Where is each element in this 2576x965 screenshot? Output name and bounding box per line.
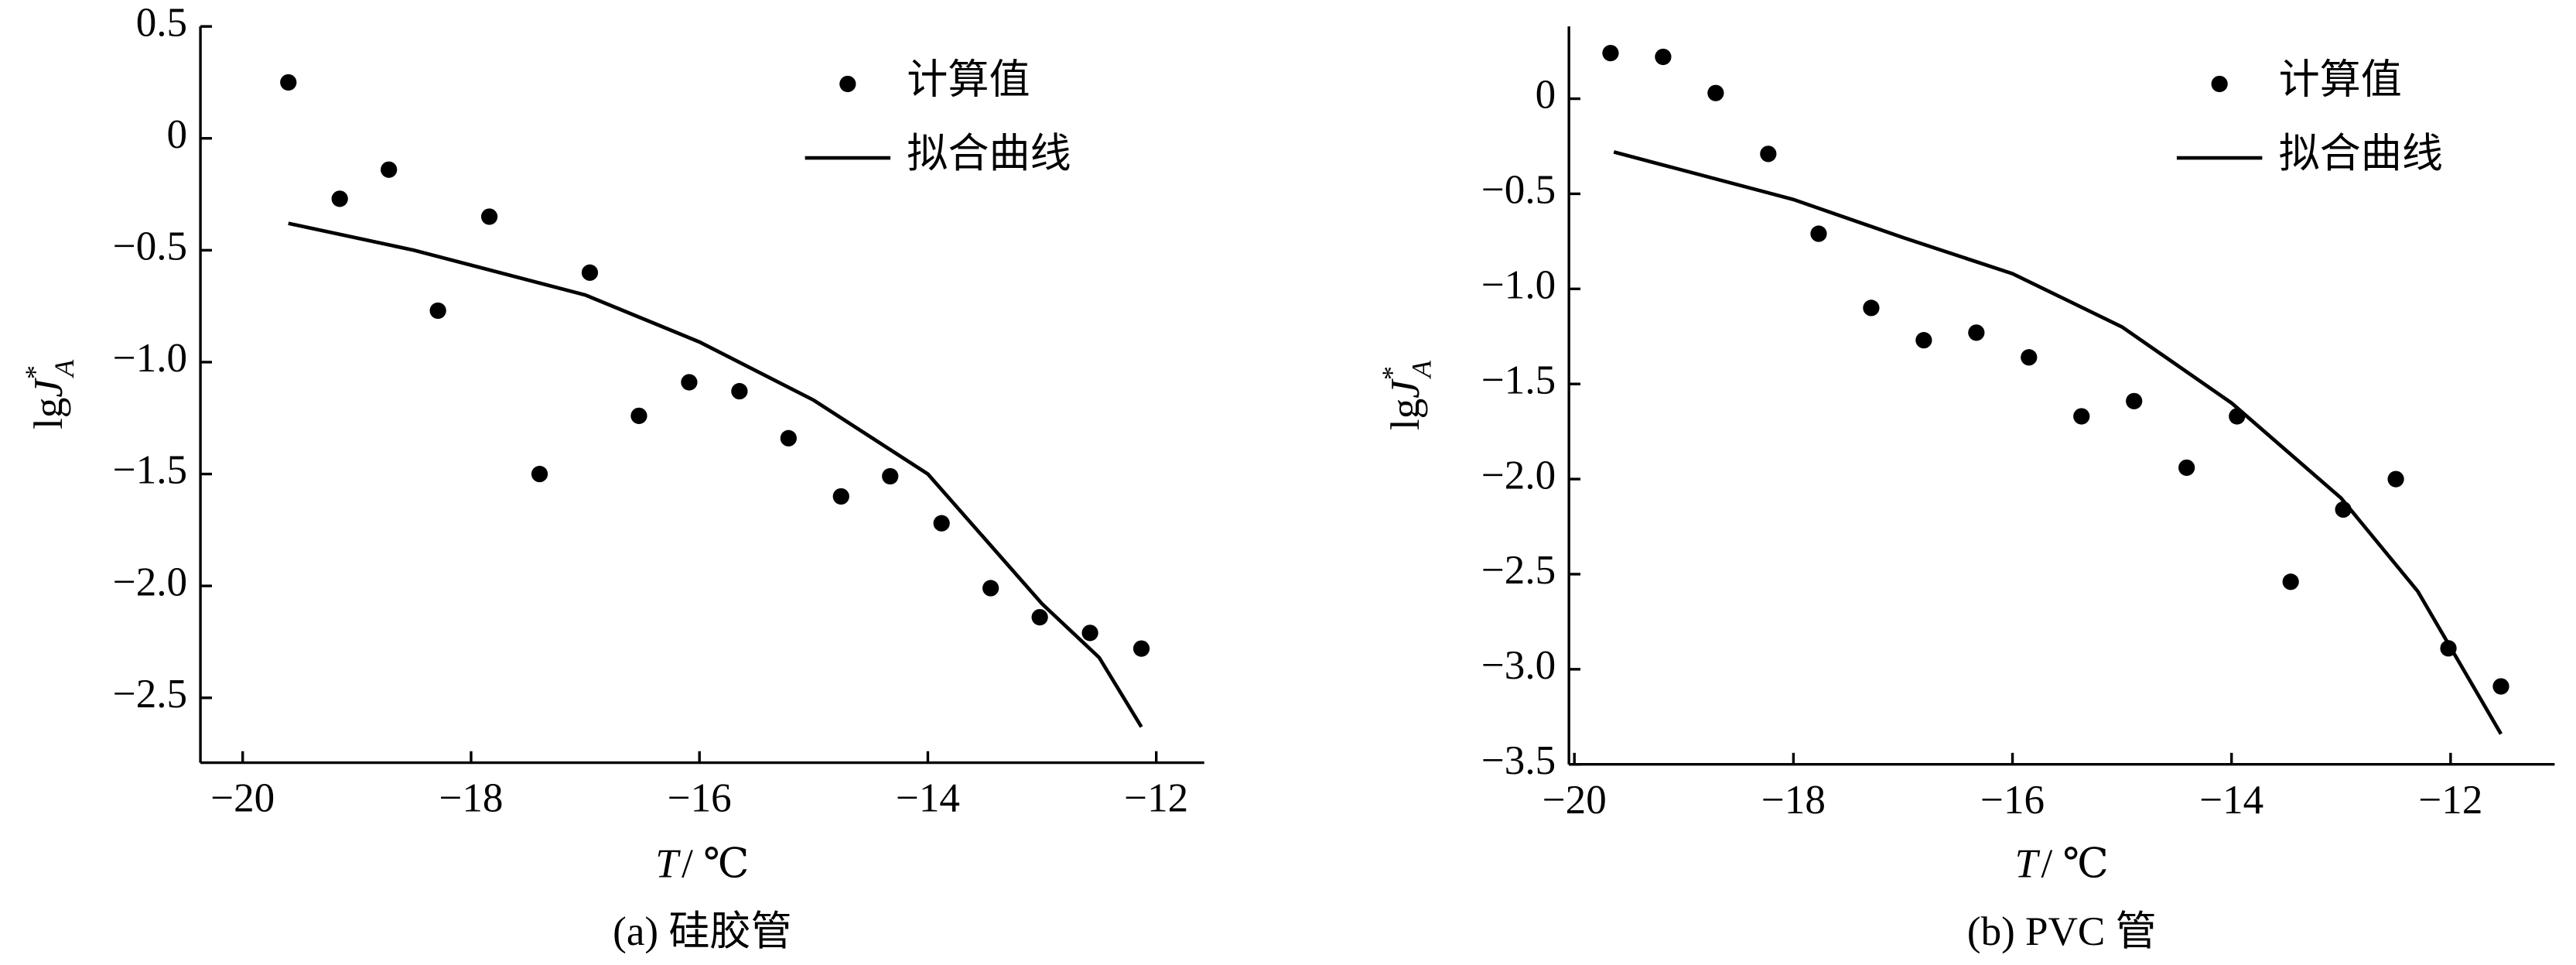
- data-point: [531, 465, 548, 483]
- y-tick-label: 0: [167, 112, 188, 157]
- x-tick-label: −12: [1124, 776, 1188, 821]
- data-point: [1760, 145, 1777, 163]
- data-point: [581, 264, 599, 281]
- data-point: [2492, 678, 2509, 695]
- y-axis-label-sub: A: [49, 359, 80, 378]
- data-point: [1810, 225, 1827, 242]
- data-point: [1968, 324, 1985, 341]
- legend-label: 拟合曲线: [907, 132, 1071, 176]
- data-point: [832, 488, 849, 505]
- x-tick-label: −18: [439, 776, 503, 821]
- legend-marker: [839, 75, 856, 93]
- chart-panel: −20 −18 −16 −14 −12 0.5 0 −0.5 −1.0 −1.5 −2.0 −2.5 T…: [19, 0, 1204, 954]
- y-tick-label: −2.5: [1481, 548, 1556, 593]
- chart-panel: −20 −18 −16 −14 −12 0 −0.5 −1.0 −1.5 −2.0 −2.5 −3.0…: [1376, 26, 2555, 954]
- x-tick-label: −20: [1543, 778, 1607, 823]
- y-tick-label: −1.0: [1481, 263, 1556, 308]
- data-point: [681, 374, 698, 391]
- y-axis-label-lg: lg: [26, 398, 71, 429]
- legend-label: 拟合曲线: [2279, 132, 2443, 176]
- x-axis-label-var: T: [655, 842, 681, 887]
- x-axis-label-unit: / ℃: [682, 842, 749, 887]
- y-axis-label-sub: A: [1406, 360, 1437, 379]
- data-point: [1863, 299, 1880, 317]
- data-point: [2387, 471, 2404, 488]
- legend-label: 计算值: [2279, 58, 2402, 103]
- fit-line: [1613, 150, 2503, 735]
- y-tick-label: −0.5: [113, 224, 187, 269]
- data-point: [429, 302, 446, 320]
- y-tick-label: −1.5: [113, 448, 187, 493]
- data-point: [1133, 640, 1150, 657]
- x-tick-label: −14: [2199, 778, 2263, 823]
- data-point: [780, 429, 797, 447]
- x-tick-label: −16: [668, 776, 732, 821]
- y-axis-label-sup: *: [19, 365, 50, 379]
- y-tick-label: −2.0: [113, 559, 187, 604]
- data-point: [1602, 44, 1619, 62]
- y-axis-label-var: J: [1383, 378, 1428, 399]
- x-tick-label: −14: [896, 776, 960, 821]
- y-tick-label: −2.5: [113, 672, 187, 717]
- y-tick-label: −0.5: [1481, 168, 1556, 213]
- data-point: [2282, 573, 2299, 590]
- data-point: [933, 515, 950, 532]
- data-point: [381, 161, 398, 178]
- caption: (a) 硅胶管: [613, 909, 791, 954]
- data-point: [731, 382, 748, 400]
- data-point: [331, 190, 348, 207]
- data-point: [2073, 408, 2090, 425]
- x-tick-label: −16: [1980, 778, 2045, 823]
- data-point: [280, 74, 297, 91]
- data-point: [982, 580, 999, 597]
- y-tick-label: −2.0: [1481, 453, 1556, 498]
- data-point: [882, 467, 899, 485]
- data-point: [630, 407, 647, 424]
- caption: (b) PVC 管: [1967, 909, 2157, 954]
- legend-label: 计算值: [907, 58, 1030, 103]
- y-tick-label: −1.5: [1481, 358, 1556, 402]
- y-tick-label: −1.0: [113, 336, 187, 381]
- y-axis-label-lg: lg: [1383, 399, 1428, 430]
- data-point: [1655, 48, 1672, 66]
- data-point: [480, 208, 498, 225]
- x-tick-label: −20: [210, 776, 275, 821]
- y-tick-label: 0.5: [136, 0, 187, 45]
- x-tick-label: −12: [2418, 778, 2482, 823]
- data-point: [1081, 625, 1098, 642]
- fit-line: [288, 221, 1143, 728]
- y-tick-label: −3.5: [1481, 738, 1556, 783]
- data-point: [2126, 392, 2143, 409]
- x-axis-label: T / ℃: [2015, 842, 2109, 887]
- data-point: [1031, 609, 1048, 626]
- y-tick-label: 0: [1536, 73, 1556, 118]
- y-axis-label: lgJ*A: [1376, 360, 1437, 430]
- y-tick-label: −3.0: [1481, 643, 1556, 688]
- y-axis-label-sup: *: [1376, 366, 1407, 380]
- x-axis-label-unit: / ℃: [2041, 842, 2108, 887]
- y-axis-label: lgJ*A: [19, 359, 80, 429]
- x-tick-label: −18: [1761, 778, 1826, 823]
- x-axis-label: T / ℃: [655, 842, 749, 887]
- data-point: [2178, 459, 2195, 476]
- legend-marker: [2211, 75, 2228, 93]
- x-axis-label-var: T: [2015, 842, 2041, 887]
- data-point: [1915, 332, 1932, 349]
- y-axis-label-var: J: [26, 378, 71, 398]
- data-point: [2021, 349, 2038, 366]
- data-point: [1707, 84, 1724, 101]
